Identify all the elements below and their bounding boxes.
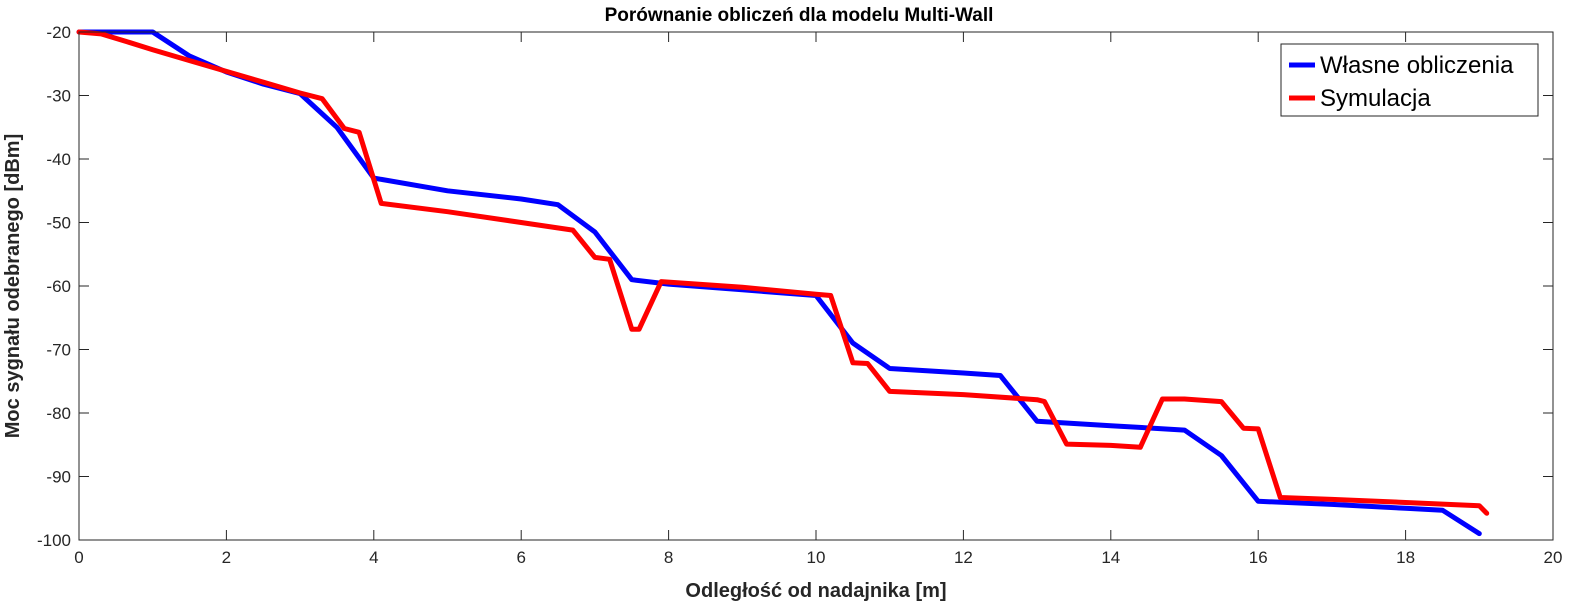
x-tick-label: 14 (1101, 548, 1120, 567)
x-axis-label: Odległość od nadajnika [m] (685, 580, 946, 602)
y-tick-label: -40 (46, 150, 71, 169)
y-axis-label: Moc sygnału odebranego [dBm] (2, 134, 24, 438)
y-tick-label: -90 (46, 468, 71, 487)
chart-title: Porównanie obliczeń dla modelu Multi-Wal… (605, 5, 994, 26)
x-tick-label: 4 (369, 548, 378, 567)
legend-label-own-calc: Własne obliczenia (1320, 52, 1514, 79)
y-axis: -20 -30 -40 -50 -60 -70 -80 -90 -100 (37, 23, 1553, 550)
y-tick-label: -50 (46, 214, 71, 233)
legend-label-simulation: Symulacja (1320, 85, 1431, 112)
legend: Własne obliczenia Symulacja (1280, 43, 1539, 117)
x-tick-label: 8 (664, 548, 673, 567)
x-axis: 0 2 4 6 8 10 12 14 16 18 20 (74, 32, 1562, 567)
x-tick-label: 2 (222, 548, 231, 567)
x-tick-label: 10 (807, 548, 826, 567)
x-tick-label: 20 (1544, 548, 1563, 567)
y-tick-label: -20 (46, 23, 71, 42)
legend-box (1280, 43, 1539, 117)
y-tick-label: -100 (37, 531, 71, 550)
y-tick-label: -60 (46, 277, 71, 296)
series-line-simulation (76, 29, 1490, 516)
x-tick-label: 12 (954, 548, 973, 567)
y-tick-label: -70 (46, 341, 71, 360)
x-tick-label: 6 (516, 548, 525, 567)
y-tick-label: -30 (46, 87, 71, 106)
y-tick-label: -80 (46, 404, 71, 423)
x-tick-label: 16 (1249, 548, 1268, 567)
series-layer (76, 29, 1490, 537)
x-tick-label: 18 (1396, 548, 1415, 567)
x-tick-label: 0 (74, 548, 83, 567)
